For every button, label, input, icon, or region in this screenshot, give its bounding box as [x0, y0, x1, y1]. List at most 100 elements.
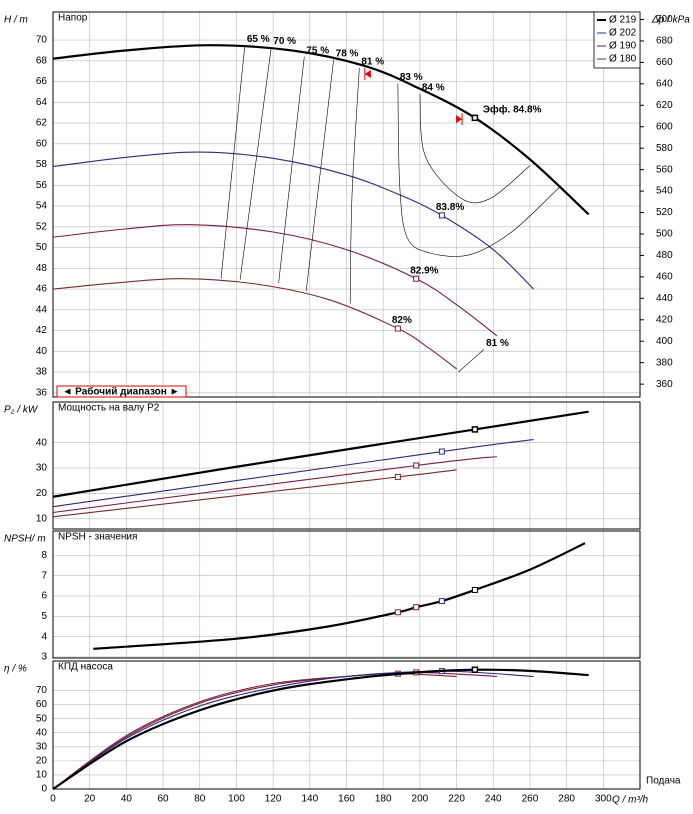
x-tick-label: 180 — [375, 794, 392, 805]
curve — [52, 469, 457, 518]
y2-tick-label: 500 — [656, 229, 673, 240]
iso-efficiency-label: 83 % — [400, 72, 423, 83]
curve — [52, 439, 534, 508]
panel-frame — [52, 660, 641, 790]
x-tick-label: 300 — [595, 794, 612, 805]
y-tick-label: 62 — [36, 118, 48, 129]
x-tick-label: 0 — [50, 794, 56, 805]
efficiency-label: Эфф. 84.8% — [483, 103, 542, 115]
y-tick-label: 40 — [36, 346, 48, 357]
y2-tick-label: 640 — [656, 78, 673, 89]
y2-tick-label: 680 — [656, 36, 673, 47]
curve — [52, 410, 589, 498]
y2-tick-label: 600 — [656, 121, 673, 132]
y-tick-label: 52 — [36, 221, 48, 232]
y2-tick-label: 540 — [656, 186, 673, 197]
y2-tick-label: 620 — [656, 100, 673, 111]
y-tick-label: 20 — [36, 756, 48, 767]
y2-axis-label: Δp / kPa — [651, 15, 690, 26]
operating-point — [394, 325, 401, 332]
y-tick-label: 40 — [36, 437, 48, 448]
iso-efficiency-label: 70 % — [273, 36, 296, 47]
x-tick-label: 220 — [448, 794, 465, 805]
range-label-box — [56, 385, 187, 398]
panel-frame — [52, 11, 641, 398]
y-axis-label: NPSH/ m — [4, 534, 46, 545]
y-tick-label: 6 — [41, 591, 47, 602]
y2-tick-label: 480 — [656, 250, 673, 261]
panel-frame — [52, 401, 641, 530]
operating-point — [413, 462, 420, 469]
x-tick-label: 80 — [194, 794, 206, 805]
operating-point — [438, 448, 445, 455]
operating-point — [413, 604, 420, 611]
y-tick-label: 58 — [36, 159, 48, 170]
efficiency-label: 82.9% — [410, 265, 438, 276]
x-tick-label: 40 — [121, 794, 133, 805]
x-tick-label: 120 — [265, 794, 282, 805]
operating-point — [438, 598, 445, 605]
y2-tick-label: 660 — [656, 57, 673, 68]
panel-title: Мощность на валу P2 — [58, 403, 160, 414]
operating-point — [471, 114, 479, 122]
curve — [52, 670, 534, 790]
y-tick-label: 64 — [36, 97, 48, 108]
y-tick-label: 7 — [41, 570, 47, 581]
iso-efficiency-line — [458, 349, 485, 373]
y2-tick-label: 440 — [656, 293, 673, 304]
y-tick-label: 4 — [41, 631, 47, 642]
x-tick-label: 240 — [485, 794, 502, 805]
y-tick-label: 50 — [36, 713, 48, 724]
y-tick-label: 70 — [36, 35, 48, 46]
y-tick-label: 40 — [36, 727, 48, 738]
legend-label: Ø 202 — [609, 28, 637, 39]
efficiency-label: 83.8% — [436, 202, 464, 213]
operating-point — [413, 275, 420, 282]
curve — [52, 456, 497, 514]
x-tick-label: 260 — [522, 794, 539, 805]
curve — [52, 673, 457, 790]
y-tick-label: 36 — [36, 387, 48, 398]
y-tick-label: 44 — [36, 304, 48, 315]
operating-point — [438, 212, 445, 219]
iso-efficiency-label: 81 % — [361, 57, 384, 68]
x-tick-label: 100 — [228, 794, 245, 805]
y2-tick-label: 700 — [656, 14, 673, 25]
x-tick-label: 200 — [412, 794, 429, 805]
iso-efficiency-label: 65 % — [247, 34, 270, 45]
iso-efficiency-label: 84 % — [422, 83, 445, 94]
operating-point — [394, 473, 401, 480]
y-axis-label: η / % — [4, 664, 27, 675]
y-tick-label: 70 — [36, 685, 48, 696]
y-tick-label: 38 — [36, 367, 48, 378]
efficiency-label: 82% — [392, 315, 412, 326]
y-tick-label: 42 — [36, 325, 48, 336]
iso-efficiency-line — [220, 45, 246, 279]
range-label: ◄ Рабочий диапазон ► — [62, 386, 179, 398]
y2-tick-label: 580 — [656, 143, 673, 154]
y-tick-label: 20 — [36, 488, 48, 499]
operating-point — [471, 666, 479, 673]
y2-tick-label: 360 — [656, 379, 673, 390]
y2-tick-label: 400 — [656, 336, 673, 347]
x-tick-label: 20 — [84, 794, 96, 805]
panel-title: КПД насоса — [58, 662, 113, 673]
y2-tick-label: 460 — [656, 272, 673, 283]
y-tick-label: 30 — [36, 741, 48, 752]
y-tick-label: 30 — [36, 463, 48, 474]
y-tick-label: 8 — [41, 550, 47, 561]
y-tick-label: 10 — [36, 513, 48, 524]
operating-point — [471, 426, 479, 433]
x-tick-label: 160 — [338, 794, 355, 805]
y2-tick-label: 380 — [656, 357, 673, 368]
curve — [93, 542, 586, 650]
y-tick-label: 0 — [41, 784, 47, 795]
y2-tick-label: 420 — [656, 314, 673, 325]
operating-point — [394, 609, 401, 616]
iso-efficiency-label: 81 % — [486, 338, 509, 349]
x-tick-label: 280 — [558, 794, 575, 805]
panel-title: Напор — [58, 13, 88, 24]
iso-efficiency-line — [305, 59, 334, 292]
y-axis-label: P₂ / kW — [4, 405, 39, 416]
iso-efficiency-line — [349, 68, 360, 304]
